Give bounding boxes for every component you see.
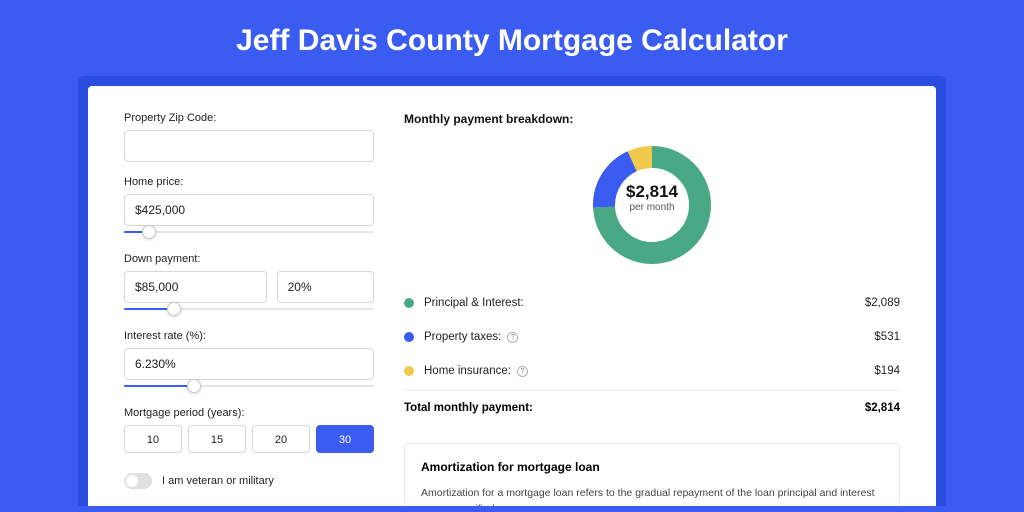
- breakdown-value: $194: [874, 365, 900, 377]
- info-icon[interactable]: ?: [517, 366, 528, 377]
- total-label: Total monthly payment:: [404, 402, 865, 414]
- zip-label: Property Zip Code:: [124, 112, 374, 124]
- mortgage-period-field-group: Mortgage period (years): 10 15 20 30: [124, 407, 374, 453]
- down-payment-pct-input[interactable]: [277, 271, 374, 303]
- breakdown-title: Monthly payment breakdown:: [404, 112, 900, 126]
- dot-icon: [404, 298, 414, 308]
- amortization-title: Amortization for mortgage loan: [421, 460, 883, 474]
- amortization-section: Amortization for mortgage loan Amortizat…: [404, 443, 900, 506]
- calculator-card: Property Zip Code: Home price: Down paym…: [88, 86, 936, 506]
- home-price-label: Home price:: [124, 176, 374, 188]
- donut-sub: per month: [587, 202, 717, 213]
- down-payment-input[interactable]: [124, 271, 267, 303]
- amortization-text: Amortization for a mortgage loan refers …: [421, 486, 883, 506]
- period-btn-20[interactable]: 20: [252, 425, 310, 453]
- slider-knob[interactable]: [187, 379, 201, 393]
- donut-chart: $2,814 per month: [587, 140, 717, 270]
- period-btn-10[interactable]: 10: [124, 425, 182, 453]
- down-payment-slider[interactable]: [124, 302, 374, 316]
- donut-center: $2,814 per month: [587, 182, 717, 213]
- form-column: Property Zip Code: Home price: Down paym…: [124, 112, 374, 506]
- zip-input[interactable]: [124, 130, 374, 162]
- breakdown-label: Home insurance: ?: [424, 365, 874, 377]
- mortgage-period-label: Mortgage period (years):: [124, 407, 374, 419]
- card-outer: Property Zip Code: Home price: Down paym…: [78, 76, 946, 506]
- slider-knob[interactable]: [142, 225, 156, 239]
- toggle-knob: [126, 475, 138, 487]
- mortgage-period-buttons: 10 15 20 30: [124, 425, 374, 453]
- dot-icon: [404, 366, 414, 376]
- down-payment-field-group: Down payment:: [124, 253, 374, 316]
- total-row: Total monthly payment: $2,814: [404, 390, 900, 425]
- interest-rate-label: Interest rate (%):: [124, 330, 374, 342]
- slider-knob[interactable]: [167, 302, 181, 316]
- veteran-toggle[interactable]: [124, 473, 152, 489]
- donut-amount: $2,814: [587, 182, 717, 202]
- interest-rate-input[interactable]: [124, 348, 374, 380]
- breakdown-row-insurance: Home insurance: ? $194: [404, 354, 900, 388]
- period-btn-30[interactable]: 30: [316, 425, 374, 453]
- interest-rate-slider[interactable]: [124, 379, 374, 393]
- home-price-slider[interactable]: [124, 225, 374, 239]
- home-price-field-group: Home price:: [124, 176, 374, 239]
- veteran-toggle-row: I am veteran or military: [124, 473, 374, 489]
- veteran-toggle-label: I am veteran or military: [162, 475, 274, 487]
- interest-rate-field-group: Interest rate (%):: [124, 330, 374, 393]
- info-icon[interactable]: ?: [507, 332, 518, 343]
- breakdown-value: $2,089: [865, 297, 900, 309]
- total-value: $2,814: [865, 402, 900, 414]
- period-btn-15[interactable]: 15: [188, 425, 246, 453]
- home-price-input[interactable]: [124, 194, 374, 226]
- breakdown-label: Property taxes: ?: [424, 331, 874, 343]
- breakdown-value: $531: [874, 331, 900, 343]
- zip-field-group: Property Zip Code:: [124, 112, 374, 162]
- breakdown-label: Principal & Interest:: [424, 297, 865, 309]
- dot-icon: [404, 332, 414, 342]
- donut-wrap: $2,814 per month: [404, 140, 900, 270]
- page-title: Jeff Davis County Mortgage Calculator: [0, 0, 1024, 76]
- breakdown-row-taxes: Property taxes: ? $531: [404, 320, 900, 354]
- breakdown-column: Monthly payment breakdown:: [404, 112, 900, 506]
- breakdown-row-principal: Principal & Interest: $2,089: [404, 286, 900, 320]
- down-payment-label: Down payment:: [124, 253, 374, 265]
